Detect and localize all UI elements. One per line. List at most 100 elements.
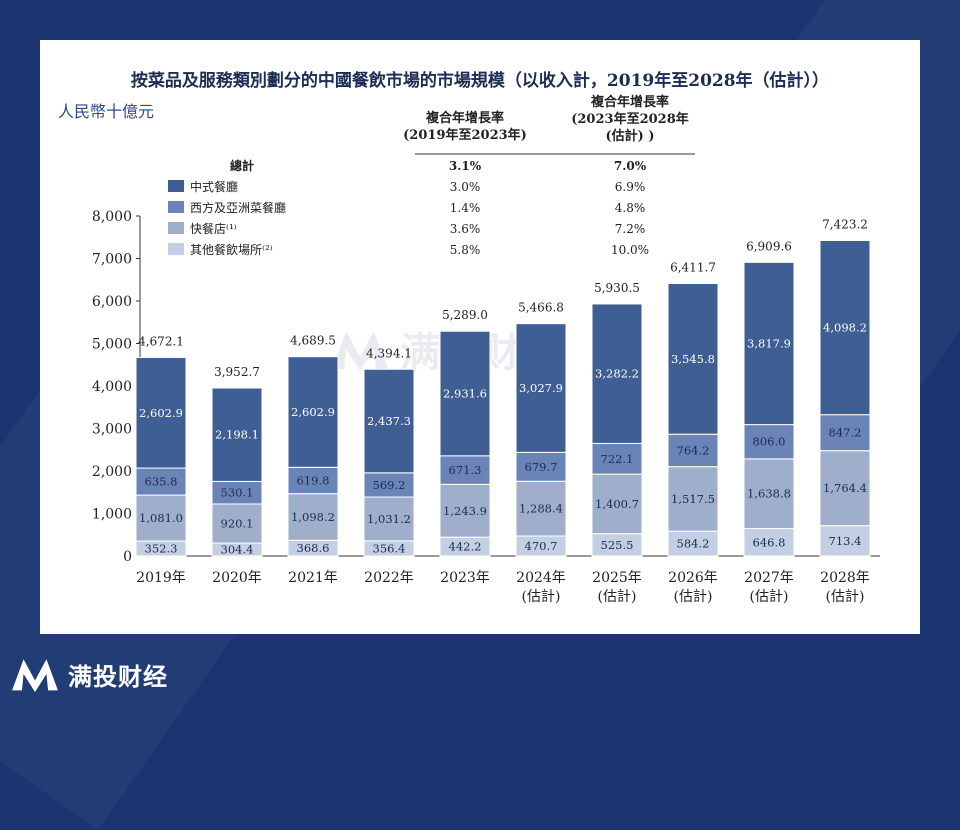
legend-cagr-1: 3.0% [450, 180, 481, 194]
x-tick-sublabel: (估計) [826, 589, 865, 605]
bar-total-label: 6,909.6 [746, 239, 792, 253]
bar-value-label: 1,638.8 [747, 487, 791, 501]
y-axis-unit-label: 人民幣十億元 [58, 102, 155, 121]
bar-value-label: 646.8 [753, 535, 786, 549]
legend-label: 中式餐廳 [190, 179, 238, 194]
legend-cagr-2: 4.8% [615, 201, 646, 215]
bar-value-label: 1,288.4 [519, 502, 563, 516]
bar-segment [743, 458, 795, 530]
bar-value-label: 2,602.9 [139, 406, 183, 420]
legend-swatch [168, 201, 184, 213]
bar-segment [287, 493, 339, 541]
bar-total-label: 3,952.7 [214, 365, 260, 379]
legend-cagr-header-1: (2019年至2023年) [403, 127, 527, 143]
bar-value-label: 671.3 [449, 463, 482, 477]
bar-value-label: 713.4 [829, 534, 862, 548]
y-tick-label: 4,000 [92, 379, 132, 395]
bar-segment [591, 303, 643, 444]
bar-segment [135, 467, 187, 496]
bar-total-label: 4,672.1 [138, 334, 184, 348]
y-tick-label: 1,000 [92, 507, 132, 523]
bar-value-label: 2,602.9 [291, 405, 335, 419]
x-tick-label: 2024年 [516, 570, 566, 586]
legend-cagr-1: 5.8% [450, 243, 481, 257]
x-tick-label: 2028年 [820, 570, 870, 586]
legend-label: 其他餐飲場所⁽²⁾ [190, 242, 273, 257]
legend-label: 總計 [230, 158, 254, 173]
footer-brand: 满投财经 [10, 654, 168, 694]
bar-segment [363, 496, 415, 542]
legend-cagr-2: 7.0% [614, 159, 647, 173]
bar-value-label: 569.2 [373, 478, 406, 492]
x-tick-label: 2026年 [668, 570, 718, 586]
legend-label: 西方及亞洲菜餐廳 [190, 200, 286, 215]
x-tick-label: 2020年 [212, 570, 262, 586]
bar-value-label: 442.2 [449, 540, 482, 554]
x-tick-sublabel: (估計) [674, 589, 713, 605]
bar-total-label: 4,689.5 [290, 334, 336, 348]
bar-segment [135, 356, 187, 469]
y-tick-label: 8,000 [92, 209, 132, 225]
bar-segment [515, 480, 567, 537]
x-tick-sublabel: (估計) [598, 589, 637, 605]
bar-value-label: 2,437.3 [367, 414, 411, 428]
bar-value-label: 1,517.5 [671, 492, 715, 506]
bar-value-label: 1,764.4 [823, 481, 867, 495]
bar-value-label: 356.4 [373, 541, 406, 555]
bar-value-label: 584.2 [677, 537, 710, 551]
bar-value-label: 530.1 [221, 486, 254, 500]
bar-value-label: 722.1 [601, 452, 634, 466]
legend-swatch [168, 180, 184, 192]
bar-value-label: 4,098.2 [823, 321, 867, 335]
x-tick-label: 2019年 [136, 570, 186, 586]
bar-value-label: 3,545.8 [671, 352, 715, 366]
bar-segment [287, 466, 339, 495]
brand-logo-icon [12, 659, 58, 692]
x-tick-label: 2021年 [288, 570, 338, 586]
bar-value-label: 3,817.9 [747, 336, 791, 350]
y-tick-label: 6,000 [92, 294, 132, 310]
bar-segment [515, 451, 567, 482]
x-tick-label: 2023年 [440, 570, 490, 586]
x-tick-label: 2027年 [744, 570, 794, 586]
legend-swatch [168, 222, 184, 234]
y-tick-label: 5,000 [92, 337, 132, 353]
legend-cagr-2: 7.2% [615, 222, 646, 236]
chart-panel: 按菜品及服務類別劃分的中國餐飲市場的市場規模（以收入計，2019年至2028年（… [40, 40, 920, 634]
bar-value-label: 470.7 [525, 539, 558, 553]
bar-segment [211, 387, 263, 482]
x-tick-sublabel: (估計) [750, 589, 789, 605]
legend-cagr-2: 6.9% [615, 180, 646, 194]
legend-cagr-2: 10.0% [611, 243, 649, 257]
bar-segment [667, 283, 719, 435]
bar-value-label: 1,081.0 [139, 511, 183, 525]
bar-total-label: 7,423.2 [822, 218, 868, 232]
legend-cagr-header-2: (估計) ) [606, 128, 655, 144]
bar-value-label: 2,931.6 [443, 387, 487, 401]
bar-segment [819, 414, 871, 452]
y-tick-label: 0 [123, 549, 132, 565]
bar-segment [819, 450, 871, 527]
bar-value-label: 352.3 [145, 542, 178, 556]
legend-cagr-header-2: (2023年至2028年 [571, 111, 689, 127]
y-tick-label: 7,000 [92, 252, 132, 268]
bar-value-label: 635.8 [145, 475, 178, 489]
bar-segment [287, 356, 339, 468]
bar-value-label: 1,098.2 [291, 510, 335, 524]
bar-segment [363, 472, 415, 498]
bar-value-label: 806.0 [753, 435, 786, 449]
bar-total-label: 5,930.5 [594, 281, 640, 295]
bar-value-label: 679.7 [525, 460, 558, 474]
x-tick-label: 2025年 [592, 570, 642, 586]
bar-segment [819, 525, 871, 557]
bar-segment [439, 330, 491, 457]
bar-total-label: 5,466.8 [518, 301, 564, 315]
legend-swatch [168, 243, 184, 255]
bar-segment [819, 240, 871, 416]
bar-value-label: 3,027.9 [519, 381, 563, 395]
y-tick-label: 2,000 [92, 464, 132, 480]
bar-value-label: 619.8 [297, 473, 330, 487]
bar-segment [667, 433, 719, 468]
bar-segment [743, 528, 795, 557]
stacked-bar-chart: 0 1,000 2,000 3,000 4,000 5,000 6,000 7,000 8,00… [92, 94, 880, 605]
